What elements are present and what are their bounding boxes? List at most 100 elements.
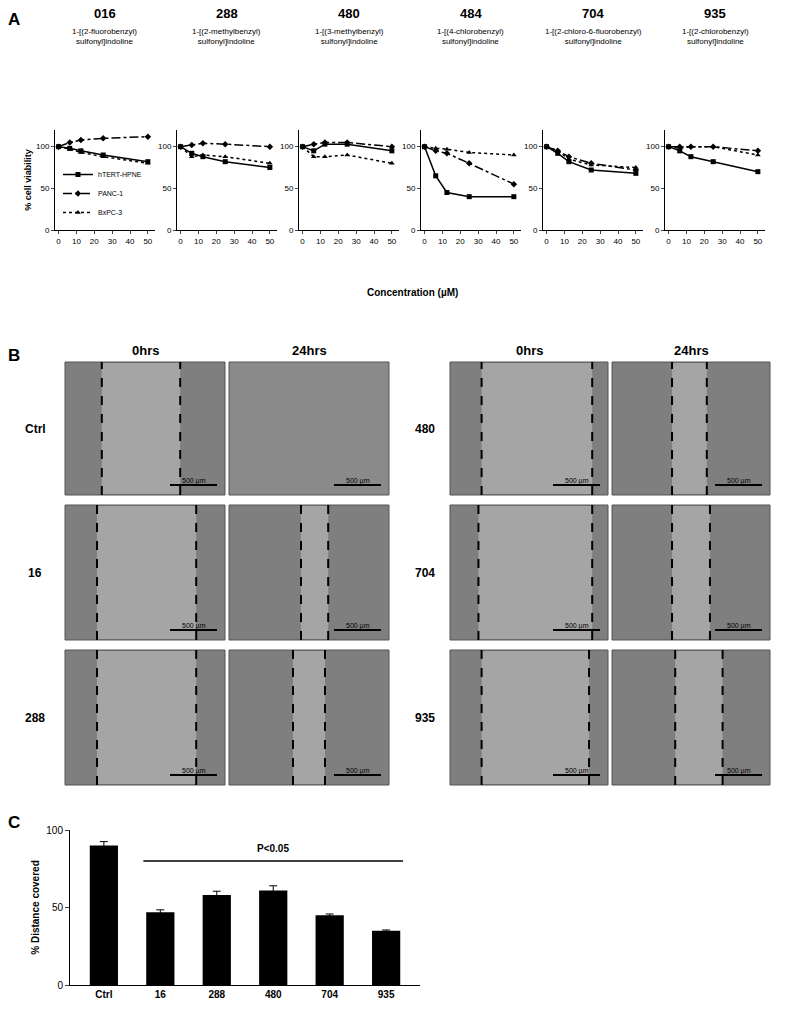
svg-text:A: A [8,10,20,29]
svg-text:30: 30 [352,237,361,246]
svg-text:30: 30 [108,237,117,246]
svg-text:50: 50 [162,184,171,193]
svg-text:20: 20 [578,237,587,246]
svg-text:24hrs: 24hrs [292,343,327,358]
svg-text:0: 0 [289,226,294,235]
svg-text:40: 40 [736,237,745,246]
svg-text:30: 30 [474,237,483,246]
svg-text:1-[(3-methylbenzyl)sulfonyl]in: 1-[(3-methylbenzyl)sulfonyl]indoline [315,27,384,46]
svg-text:0: 0 [56,237,61,246]
svg-text:50: 50 [387,237,396,246]
svg-text:500 µm: 500 µm [727,767,751,775]
svg-text:50: 50 [52,902,64,913]
svg-text:20: 20 [456,237,465,246]
svg-text:10: 10 [682,237,691,246]
svg-text:P<0.05: P<0.05 [257,843,289,854]
svg-text:500 µm: 500 µm [182,767,206,775]
svg-text:0: 0 [178,237,183,246]
svg-text:50: 50 [631,237,640,246]
svg-text:1-[(2-fluorobenzyl)sulfonyl]in: 1-[(2-fluorobenzyl)sulfonyl]indoline [72,27,137,46]
svg-text:B: B [8,346,20,365]
svg-text:288: 288 [208,989,225,1000]
svg-text:20: 20 [212,237,221,246]
svg-text:20: 20 [90,237,99,246]
svg-text:30: 30 [230,237,239,246]
svg-text:40: 40 [248,237,257,246]
svg-text:0: 0 [45,226,50,235]
svg-text:0: 0 [300,237,305,246]
svg-text:0hrs: 0hrs [516,343,543,358]
svg-text:50: 50 [40,184,49,193]
svg-text:0: 0 [57,980,63,991]
svg-text:0: 0 [167,226,172,235]
svg-text:40: 40 [614,237,623,246]
svg-text:C: C [8,813,20,832]
svg-text:50: 50 [753,237,762,246]
svg-text:50: 50 [650,184,659,193]
svg-text:100: 100 [46,825,63,836]
svg-text:500 µm: 500 µm [182,622,206,630]
svg-text:480: 480 [338,6,360,21]
svg-text:40: 40 [126,237,135,246]
svg-text:10: 10 [560,237,569,246]
svg-text:50: 50 [265,237,274,246]
svg-text:Concentration (µM): Concentration (µM) [367,287,458,298]
svg-text:1-[(2-chlorobenzyl)sulfonyl]in: 1-[(2-chlorobenzyl)sulfonyl]indoline [682,27,749,46]
svg-text:10: 10 [316,237,325,246]
svg-text:hTERT-HPNE: hTERT-HPNE [98,171,142,178]
svg-text:480: 480 [415,422,435,436]
svg-text:Ctrl: Ctrl [25,422,46,436]
svg-text:50: 50 [528,184,537,193]
svg-text:50: 50 [284,184,293,193]
svg-text:0: 0 [533,226,538,235]
svg-text:500 µm: 500 µm [565,477,589,485]
svg-text:704: 704 [415,566,435,580]
svg-text:100: 100 [158,142,172,151]
svg-text:0: 0 [544,237,549,246]
svg-text:500 µm: 500 µm [182,477,206,485]
svg-text:0: 0 [666,237,671,246]
svg-text:500 µm: 500 µm [727,622,751,630]
svg-text:20: 20 [700,237,709,246]
svg-text:0: 0 [655,226,660,235]
svg-text:100: 100 [646,142,660,151]
svg-text:288: 288 [216,6,238,21]
svg-text:480: 480 [265,989,282,1000]
svg-text:1-[(2-methylbenzyl)sulfonyl]in: 1-[(2-methylbenzyl)sulfonyl]indoline [192,27,261,46]
svg-text:% cell viability: % cell viability [23,149,33,211]
svg-text:100: 100 [280,142,294,151]
svg-text:500 µm: 500 µm [346,622,370,630]
svg-text:10: 10 [72,237,81,246]
svg-text:500 µm: 500 µm [565,622,589,630]
svg-text:500 µm: 500 µm [346,767,370,775]
svg-text:100: 100 [402,142,416,151]
svg-text:Ctrl: Ctrl [95,989,112,1000]
svg-text:500 µm: 500 µm [727,477,751,485]
svg-text:100: 100 [36,142,50,151]
svg-text:935: 935 [704,6,726,21]
svg-text:30: 30 [718,237,727,246]
svg-text:484: 484 [460,6,482,21]
svg-text:10: 10 [438,237,447,246]
svg-text:1-[(2-chloro-6-fluorobenzyl)su: 1-[(2-chloro-6-fluorobenzyl)sulfonyl]ind… [545,27,642,46]
svg-text:20: 20 [334,237,343,246]
svg-text:50: 50 [406,184,415,193]
svg-text:10: 10 [194,237,203,246]
svg-text:30: 30 [596,237,605,246]
svg-text:500 µm: 500 µm [565,767,589,775]
svg-text:BxPC-3: BxPC-3 [98,209,122,216]
svg-text:704: 704 [582,6,604,21]
svg-text:288: 288 [25,711,45,725]
svg-text:16: 16 [28,566,42,580]
svg-text:016: 016 [94,6,116,21]
svg-text:935: 935 [415,711,435,725]
svg-text:704: 704 [321,989,338,1000]
svg-text:1-[(4-chlorobenzyl)sulfonyl]in: 1-[(4-chlorobenzyl)sulfonyl]indoline [437,27,504,46]
svg-text:935: 935 [378,989,395,1000]
svg-text:100: 100 [524,142,538,151]
svg-text:0: 0 [422,237,427,246]
svg-text:24hrs: 24hrs [674,343,709,358]
svg-text:40: 40 [492,237,501,246]
svg-text:PANC-1: PANC-1 [98,190,123,197]
svg-text:0hrs: 0hrs [132,343,159,358]
